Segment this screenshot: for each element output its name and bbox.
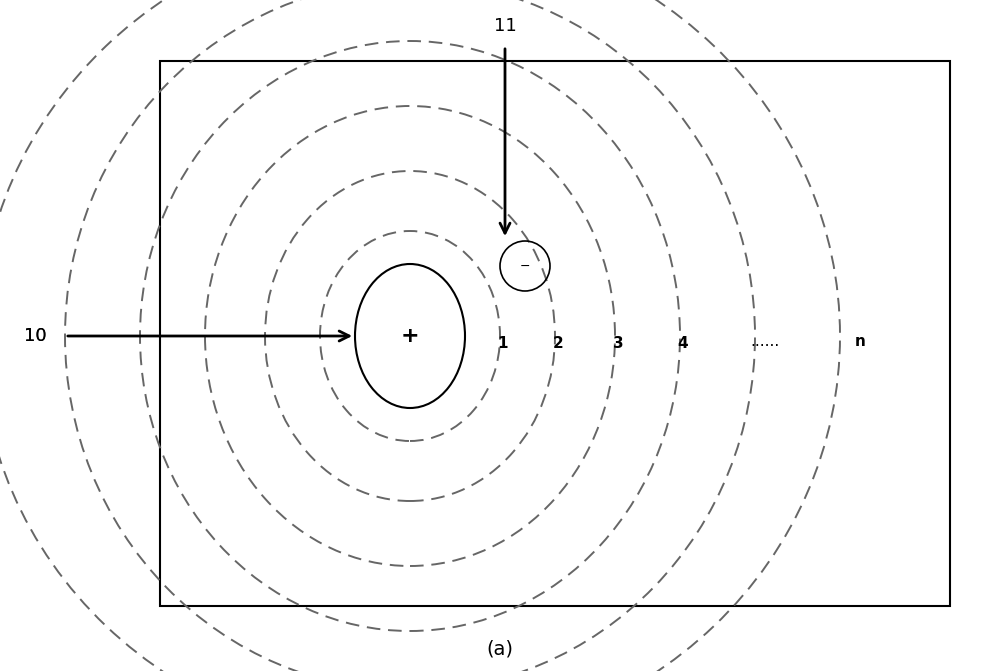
- Text: 11: 11: [494, 17, 516, 35]
- Text: 10: 10: [24, 327, 46, 345]
- Text: ......: ......: [750, 333, 780, 348]
- Text: 10: 10: [24, 327, 46, 345]
- Text: 4: 4: [678, 336, 688, 350]
- Text: n: n: [855, 333, 865, 348]
- Text: 2: 2: [553, 336, 563, 350]
- Bar: [160, 61, 950, 606]
- Text: +: +: [401, 326, 419, 346]
- Text: −: −: [520, 260, 530, 272]
- Text: (a): (a): [486, 639, 514, 658]
- Text: 3: 3: [613, 336, 623, 350]
- Text: 1: 1: [498, 336, 508, 350]
